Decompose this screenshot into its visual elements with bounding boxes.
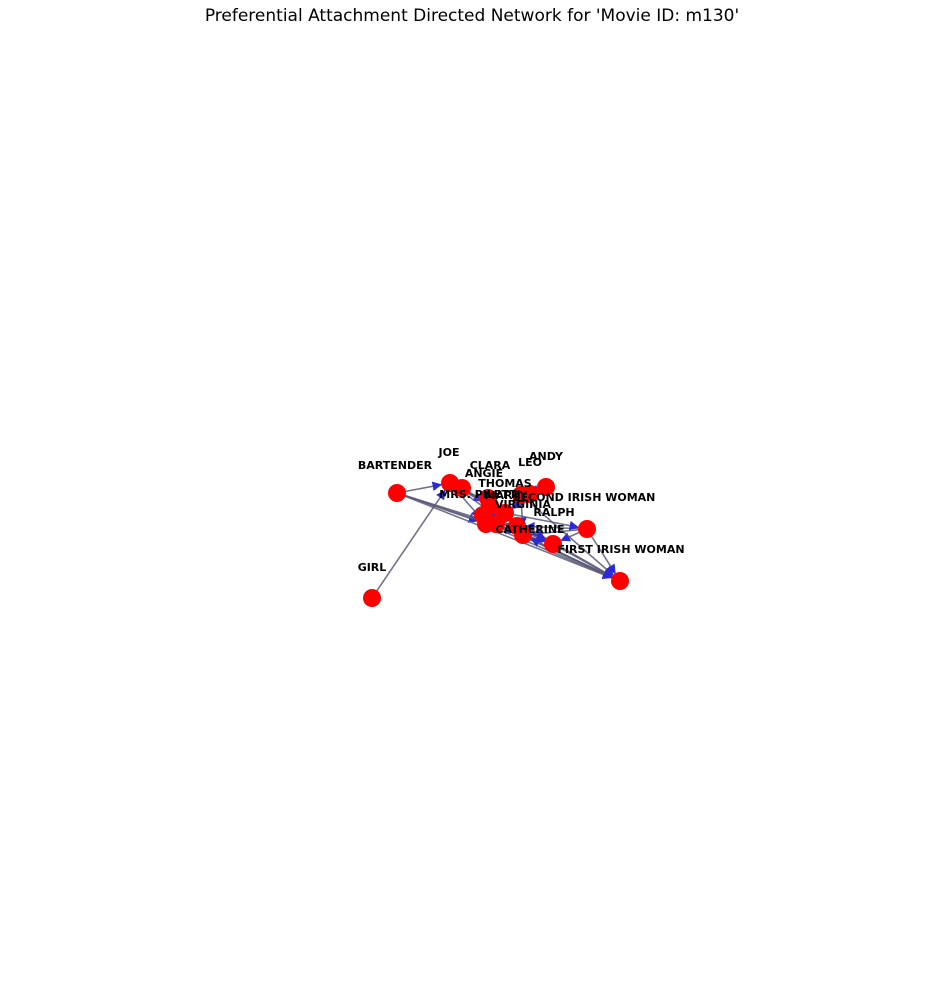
node-label-first-irish: FIRST IRISH WOMAN — [557, 543, 684, 556]
node-label-andy: ANDY — [529, 450, 564, 463]
node-label-bartender: BARTENDER — [358, 459, 433, 472]
chart-title: Preferential Attachment Directed Network… — [0, 6, 944, 26]
edge-girl-to-joe — [372, 490, 445, 598]
node-bartender — [388, 484, 406, 502]
node-label-virginia: VIRGINIA — [495, 498, 551, 511]
node-label-joe: JOE — [438, 446, 460, 459]
node-label-clara: CLARA — [470, 459, 511, 472]
node-n18 — [611, 572, 629, 590]
node-label-catherine: CATHERINE — [495, 523, 564, 536]
node-label-girl: GIRL — [358, 561, 387, 574]
node-ralph — [578, 520, 596, 538]
node-girl — [363, 589, 381, 607]
